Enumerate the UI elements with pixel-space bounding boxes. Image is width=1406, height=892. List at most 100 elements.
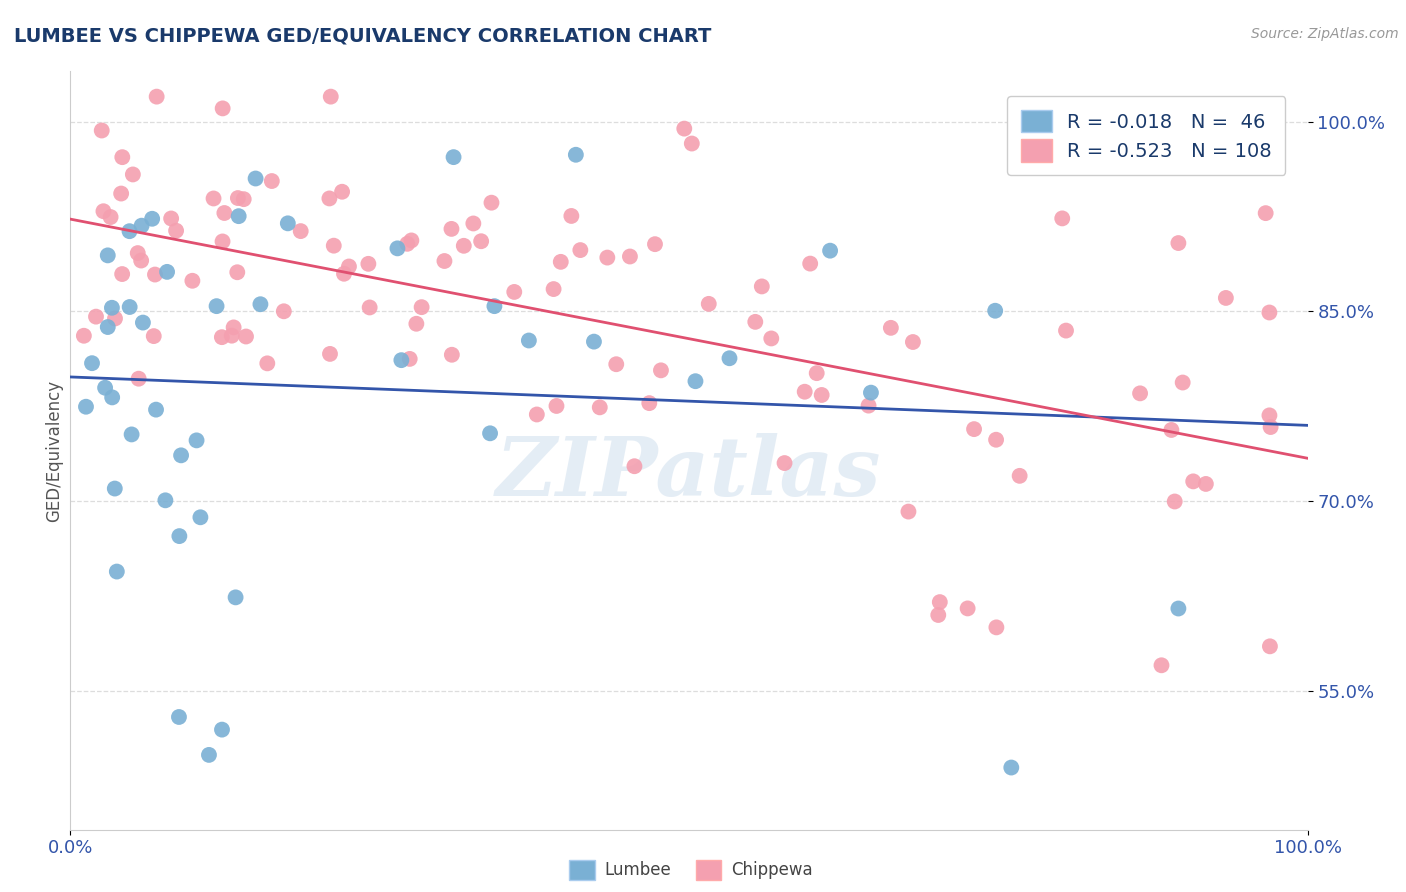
Point [1195,477,1218,491]
Point [963,422,986,436]
Point [165,224,187,238]
Point [249,297,271,311]
Point [697,297,720,311]
Point [1254,206,1277,220]
Point [543,282,565,296]
Point [1258,640,1281,654]
Point [411,300,433,314]
Point [453,239,475,253]
Point [880,321,903,335]
Point [569,243,592,257]
Point [128,372,150,386]
Point [186,434,208,448]
Point [167,710,190,724]
Point [211,330,233,344]
Point [357,257,380,271]
Point [232,192,254,206]
Point [818,244,841,258]
Point [181,274,204,288]
Point [160,211,183,226]
Point [1258,409,1281,423]
Point [389,353,412,368]
Point [387,241,409,255]
Point [928,595,950,609]
Point [589,401,612,415]
Point [859,385,882,400]
Point [718,351,741,366]
Point [101,301,124,315]
Point [142,329,165,343]
Point [170,448,193,462]
Point [1171,376,1194,390]
Point [546,399,568,413]
Point [984,303,1007,318]
Point [744,315,766,329]
Point [211,723,233,737]
Point [121,427,143,442]
Point [398,351,420,366]
Point [503,285,526,299]
Point [1167,235,1189,250]
Point [1129,386,1152,401]
Point [440,222,463,236]
Point [322,238,344,252]
Point [256,356,278,370]
Point [129,253,152,268]
Point [169,529,191,543]
Point [1260,420,1282,434]
Point [681,136,703,151]
Point [226,265,249,279]
Point [927,607,949,622]
Point [1150,658,1173,673]
Point [596,251,619,265]
Point [228,209,250,223]
Point [984,433,1007,447]
Point [104,311,127,326]
Point [1160,423,1182,437]
Point [84,310,107,324]
Point [773,456,796,470]
Point [337,260,360,274]
Point [619,250,641,264]
Point [75,400,97,414]
Point [560,209,582,223]
Point [897,505,920,519]
Point [623,459,645,474]
Point [145,89,167,103]
Point [1000,760,1022,774]
Point [806,366,828,380]
Point [190,510,212,524]
Point [141,211,163,226]
Point [318,191,340,205]
Point [644,237,666,252]
Point [526,408,548,422]
Point [105,565,128,579]
FancyBboxPatch shape [569,860,595,880]
Point [100,210,122,224]
Point [433,254,456,268]
Point [143,268,166,282]
Legend: R = -0.018   N =  46, R = -0.523   N = 108: R = -0.018 N = 46, R = -0.523 N = 108 [1007,96,1285,175]
Point [799,257,821,271]
Point [550,255,572,269]
Point [127,246,149,260]
Point [211,235,233,249]
Point [226,191,249,205]
Point [685,374,707,388]
Point [277,216,299,230]
Point [761,331,783,345]
Point [605,357,627,371]
Point [1167,601,1189,615]
Point [118,224,141,238]
Point [73,328,96,343]
Text: Source: ZipAtlas.com: Source: ZipAtlas.com [1251,27,1399,41]
Text: LUMBEE VS CHIPPEWA GED/EQUIVALENCY CORRELATION CHART: LUMBEE VS CHIPPEWA GED/EQUIVALENCY CORRE… [14,27,711,45]
Point [470,234,492,248]
Point [118,300,141,314]
Point [359,301,381,315]
Point [638,396,661,410]
Point [80,356,103,370]
Point [225,591,247,605]
Point [202,191,225,205]
Point [793,384,815,399]
